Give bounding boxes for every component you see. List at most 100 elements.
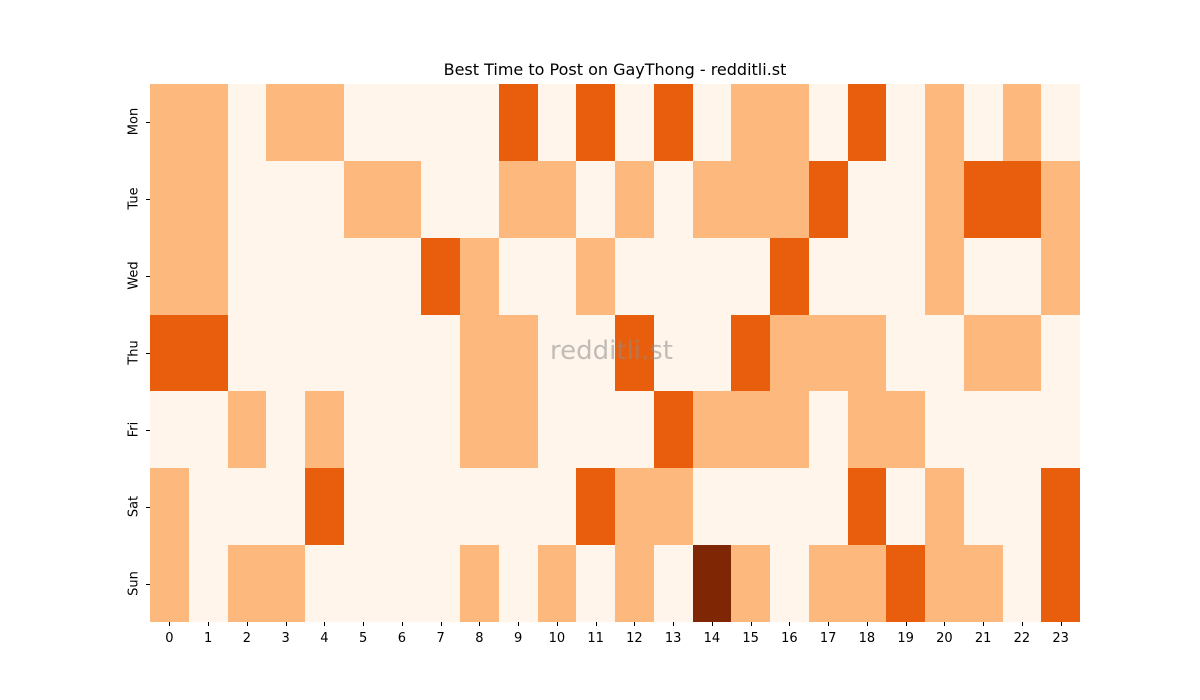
x-tick-label: 10: [548, 631, 566, 646]
x-tick: [518, 622, 520, 626]
x-tick: [440, 622, 442, 626]
heatmap-cell: [150, 391, 189, 469]
chart-title: Best Time to Post on GayThong - redditli…: [443, 60, 787, 79]
heatmap-cell: [305, 237, 344, 315]
heatmap-cell: [925, 391, 964, 469]
heatmap-cell: [653, 237, 693, 315]
y-tick: [146, 353, 150, 354]
heatmap-cell: [227, 314, 267, 392]
heatmap-cell: [963, 391, 1003, 469]
heatmap-cell: [421, 237, 460, 315]
heatmap-cell: [266, 237, 305, 315]
x-tick-label: 1: [203, 631, 213, 646]
heatmap-cell: [1041, 391, 1080, 469]
heatmap-cell: [1002, 468, 1042, 546]
y-tick-label: Wed: [126, 261, 142, 290]
x-tick-label: 11: [587, 631, 604, 646]
heatmap-cell: [731, 314, 770, 392]
x-tick: [479, 622, 481, 626]
heatmap-cell: [537, 545, 577, 622]
heatmap-cell: [227, 545, 267, 622]
x-tick-label: 8: [475, 631, 484, 646]
x-tick: [556, 622, 558, 626]
heatmap-cell: [382, 160, 422, 238]
heatmap-cell: [1041, 160, 1080, 238]
heatmap-cell: [305, 314, 344, 392]
heatmap-cell: [266, 160, 305, 238]
heatmap-cell: [886, 468, 925, 546]
y-tick-label: Thu: [126, 340, 142, 365]
heatmap-cell: [1041, 84, 1080, 161]
heatmap-cell: [615, 314, 654, 392]
heatmap-cell: [498, 391, 538, 469]
y-tick: [146, 429, 150, 431]
heatmap-cell: [460, 237, 499, 315]
x-tick-label: 7: [436, 631, 445, 646]
heatmap-cell: [537, 314, 577, 392]
heatmap-cell: [188, 545, 228, 622]
heatmap-cell: [498, 160, 538, 238]
x-tick-label: 12: [626, 631, 643, 646]
y-tick: [146, 276, 150, 278]
heatmap-cell: [963, 314, 1003, 392]
heatmap-cell: [537, 160, 577, 238]
heatmap-cell: [343, 84, 383, 161]
heatmap-cell: [886, 160, 925, 238]
y-tick: [146, 199, 150, 201]
heatmap-cell: [498, 468, 538, 546]
x-tick-label: 6: [397, 631, 407, 646]
heatmap-cell: [460, 84, 499, 161]
x-tick: [324, 622, 326, 626]
heatmap-cell: [537, 237, 577, 315]
heatmap-cell: [150, 237, 189, 315]
x-tick-label: 3: [281, 631, 290, 646]
x-tick-label: 4: [320, 631, 329, 646]
heatmap-cell: [266, 391, 305, 469]
y-tick-label: Sun: [126, 570, 142, 596]
heatmap-cell: [460, 160, 499, 238]
heatmap-cell: [305, 545, 344, 622]
heatmap-cell: [421, 391, 460, 469]
heatmap-cell: [615, 160, 654, 238]
x-tick: [1021, 622, 1023, 626]
heatmap-cell: [537, 391, 577, 469]
heatmap-cell: [808, 237, 848, 315]
heatmap-cell: [227, 160, 267, 238]
heatmap-cell: [847, 84, 887, 161]
heatmap-cell: [692, 468, 732, 546]
y-tick-label: Tue: [126, 187, 142, 210]
heatmap-cell: [576, 545, 615, 622]
heatmap-cell: [808, 545, 848, 622]
heatmap-cell: [343, 545, 383, 622]
heatmap-cell: [731, 545, 770, 622]
heatmap-cell: [382, 237, 422, 315]
heatmap-cell: [1041, 468, 1080, 546]
heatmap-cell: [305, 160, 344, 238]
heatmap-cell: [343, 391, 383, 469]
x-tick: [634, 622, 636, 626]
heatmap-cell: [770, 545, 809, 622]
heatmap-cell: [692, 84, 732, 161]
heatmap-cell: [770, 84, 809, 161]
x-tick-label: 16: [781, 631, 798, 646]
heatmap-cell: [847, 160, 887, 238]
x-tick-label: 18: [858, 631, 876, 646]
heatmap-cell: [343, 314, 383, 392]
heatmap-cell: [343, 160, 383, 238]
heatmap-cell: [731, 468, 770, 546]
x-tick: [789, 622, 791, 626]
heatmap-cell: [692, 314, 732, 392]
heatmap-cell: [847, 468, 887, 546]
heatmap-cell: [770, 468, 809, 546]
x-tick: [363, 622, 365, 626]
heatmap-cell: [770, 237, 809, 315]
x-tick-label: 14: [703, 631, 721, 646]
heatmap-cell: [653, 391, 693, 469]
heatmap-cell: [266, 468, 305, 546]
x-tick: [673, 622, 675, 626]
heatmap-cell: [343, 468, 383, 546]
x-tick: [750, 622, 752, 626]
heatmap-cell: [460, 391, 499, 469]
heatmap-cell: [188, 468, 228, 546]
x-tick: [1060, 622, 1062, 626]
